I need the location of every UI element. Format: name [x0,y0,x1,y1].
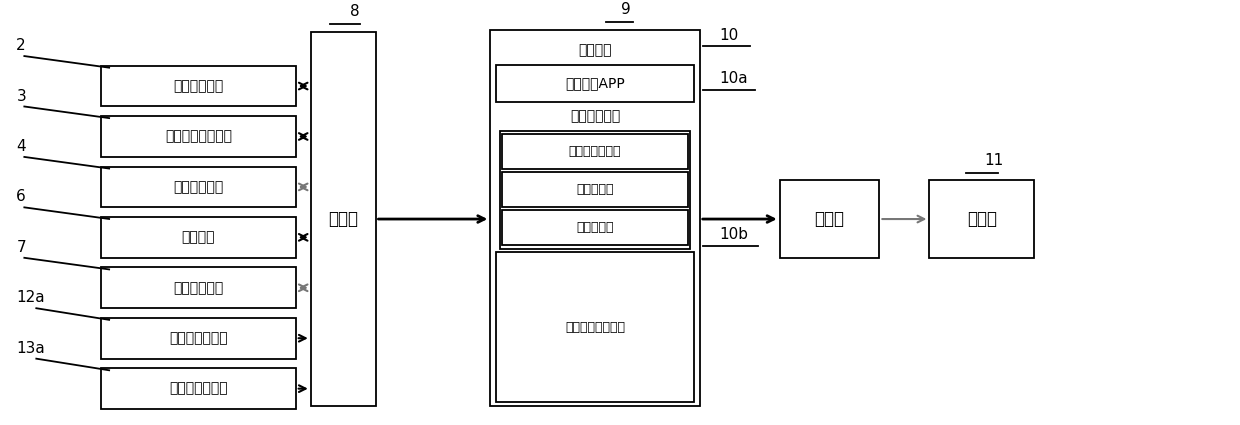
Bar [490,30,699,406]
Text: 直线滑动机构: 直线滑动机构 [174,180,223,194]
Text: 控制器: 控制器 [329,210,358,228]
Bar [500,130,689,249]
Text: 靠背厚度传感器: 靠背厚度传感器 [169,382,228,396]
Bar [929,180,1034,258]
Text: 自动调节室: 自动调节室 [577,221,614,234]
Text: 6: 6 [16,190,26,204]
Bar [311,32,376,406]
Text: 处理器: 处理器 [815,210,844,228]
Text: 座椅误差调节模块: 座椅误差调节模块 [565,321,625,334]
Bar [496,65,694,102]
Bar [102,167,295,207]
Text: 4: 4 [16,139,26,154]
Text: 12a: 12a [16,290,45,305]
Text: 座椅调节模块: 座椅调节模块 [570,109,620,123]
Text: 数据库: 数据库 [967,210,997,228]
Bar [102,66,295,106]
Text: 坐垫调节机构: 坐垫调节机构 [174,79,223,93]
Text: 三维座椅调节室: 三维座椅调节室 [569,145,621,159]
Text: 3: 3 [16,88,26,104]
Text: 13a: 13a [16,341,45,356]
Text: 坐垫厚度传感器: 坐垫厚度传感器 [169,331,228,345]
Bar [502,210,688,245]
Text: 10: 10 [719,28,739,43]
Bar [102,116,295,157]
Text: 10b: 10b [719,227,749,242]
Text: 9: 9 [620,3,630,17]
Text: 座椅调节APP: 座椅调节APP [565,76,625,90]
Bar [102,318,295,359]
Text: 顶升机构: 顶升机构 [182,230,216,244]
Bar [496,252,694,402]
Text: 语音调节室: 语音调节室 [577,183,614,196]
Text: 7: 7 [16,240,26,255]
Bar [780,180,879,258]
Text: 8: 8 [350,4,360,19]
Bar [502,134,688,169]
Text: 11: 11 [985,153,1003,168]
Text: 2: 2 [16,38,26,53]
Bar [102,368,295,409]
Text: 10a: 10a [719,71,749,86]
Text: 自动开盖机构: 自动开盖机构 [174,281,223,295]
Bar [102,217,295,258]
Bar [502,172,688,207]
Text: 智能终端: 智能终端 [578,43,611,57]
Bar [102,267,295,308]
Text: 座椅靠背调节机构: 座椅靠背调节机构 [165,130,232,144]
